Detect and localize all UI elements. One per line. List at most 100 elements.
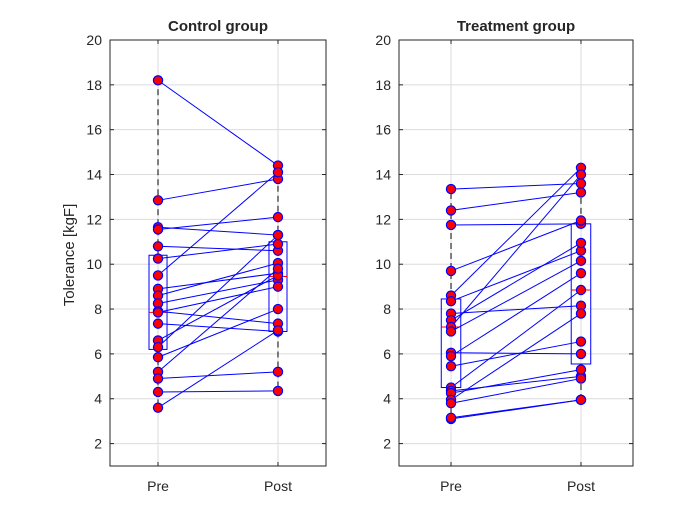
panel-2-ytick-label: 14 bbox=[375, 167, 391, 183]
panel-2-point-post bbox=[575, 284, 587, 296]
panel-1-point-pre bbox=[152, 270, 164, 281]
panel-2-ytick-label: 12 bbox=[375, 211, 391, 227]
panel-2-pair-line bbox=[450, 305, 582, 315]
panel-1-pair-line bbox=[157, 245, 279, 252]
panel-1-ytick-label: 2 bbox=[94, 436, 102, 452]
panel-2-pair-line bbox=[450, 167, 582, 296]
panel-2-point-post bbox=[575, 394, 587, 406]
panel-1-title: Control group bbox=[168, 18, 268, 35]
panel-2-pair-line bbox=[450, 220, 582, 272]
panel-1-pair-line bbox=[157, 308, 279, 358]
panel-2-pair-line bbox=[450, 375, 582, 392]
panel-2-ytick-label: 8 bbox=[383, 301, 391, 317]
panel-2-ytick-label: 6 bbox=[383, 346, 391, 362]
panel-1-pair-line bbox=[157, 79, 279, 166]
panel-1-point-post bbox=[272, 211, 284, 223]
panel-2-axes-frame bbox=[398, 39, 634, 467]
panel-2-point-post bbox=[575, 267, 587, 279]
panel-1-point-post bbox=[272, 366, 284, 378]
panel-1-ytick-label: 8 bbox=[94, 301, 102, 317]
panel-2-point-post bbox=[575, 178, 587, 189]
panel-1-pair-line bbox=[157, 262, 279, 297]
panel-2-title: Treatment group bbox=[457, 18, 575, 35]
panel-2-ytick-label: 16 bbox=[375, 122, 391, 138]
panel-2-point-pre bbox=[445, 205, 457, 216]
panel-2-point-pre bbox=[445, 219, 457, 231]
panel-1-ytick-label: 18 bbox=[86, 77, 102, 93]
panel-2-pair-line bbox=[450, 272, 582, 357]
panel-1-point-pre bbox=[152, 253, 164, 264]
panel-2-point-post bbox=[575, 348, 587, 360]
panel-2-plot-area bbox=[399, 40, 633, 466]
panel-2-point-pre bbox=[445, 326, 457, 337]
panel-2-point-post bbox=[575, 169, 587, 180]
panel-1-point-pre bbox=[152, 307, 164, 318]
panel-1-plot-area bbox=[110, 40, 326, 466]
panel-1-point-pre bbox=[152, 224, 164, 235]
panel-1-pair-line bbox=[157, 323, 279, 332]
panel-2-xtick-label: Pre bbox=[440, 478, 462, 494]
panel-2-point-post bbox=[575, 308, 587, 319]
panel-2-point-pre bbox=[445, 398, 457, 409]
panel-1-axes-frame bbox=[109, 39, 327, 467]
panel-1-ytick-label: 6 bbox=[94, 346, 102, 362]
panel-1-ytick-label: 16 bbox=[86, 122, 102, 138]
panel-1-pair-line bbox=[157, 329, 279, 409]
panel-1-point-post bbox=[272, 229, 284, 241]
panel-1-pair-line bbox=[157, 268, 279, 373]
panel-1-ytick-label: 20 bbox=[86, 32, 102, 48]
panel-2-pair-line bbox=[450, 313, 582, 401]
panel-1-pair-line bbox=[158, 390, 278, 393]
panel-1-point-post bbox=[272, 385, 284, 397]
panel-2-xtick-label: Post bbox=[567, 478, 595, 494]
panel-2-point-post bbox=[575, 336, 587, 347]
panel-1-point-post bbox=[272, 167, 284, 178]
panel-1-point-pre bbox=[152, 386, 164, 398]
panel-2-pair-line bbox=[450, 250, 582, 302]
panel-2-pair-line bbox=[450, 341, 582, 367]
panel-1-ytick-label: 14 bbox=[86, 167, 102, 183]
panel-2-pair-line bbox=[450, 378, 582, 404]
panel-2-point-pre bbox=[445, 350, 457, 362]
panel-1-point-post bbox=[272, 303, 284, 315]
panel-2-point-post bbox=[575, 373, 587, 384]
panel-1-point-pre bbox=[152, 195, 164, 206]
panel-1-pair-line bbox=[157, 234, 279, 348]
panel-2-pair-line bbox=[450, 182, 582, 190]
panel-1-pair-line bbox=[157, 171, 279, 276]
panel-2-ytick-label: 20 bbox=[375, 32, 391, 48]
panel-2-pair-line bbox=[451, 352, 581, 355]
panel-2-pair-line bbox=[450, 399, 582, 419]
panel-2-point-pre bbox=[445, 183, 457, 195]
panel-1-pair-line bbox=[157, 286, 279, 313]
panel-1-point-pre bbox=[152, 318, 164, 329]
panel-2-pair-line bbox=[450, 174, 582, 328]
panel-2-ytick-label: 4 bbox=[383, 391, 391, 407]
panel-1-pair-line bbox=[157, 371, 279, 380]
panel-1-ytick-label: 4 bbox=[94, 391, 102, 407]
panel-1-pair-line bbox=[157, 226, 279, 236]
panel-2-pair-line bbox=[450, 369, 582, 394]
panel-1-point-pre bbox=[152, 373, 164, 384]
panel-2-point-pre bbox=[445, 361, 457, 372]
y-axis-label: Tolerance [kgF] bbox=[61, 204, 78, 307]
panel-1-xtick-label: Post bbox=[264, 478, 292, 494]
panel-1-point-post bbox=[272, 281, 284, 292]
panel-1-point-pre bbox=[152, 341, 164, 353]
panel-2-pair-line bbox=[450, 260, 582, 332]
panel-1-xtick-label: Pre bbox=[147, 478, 169, 494]
panel-1-point-pre bbox=[152, 352, 164, 363]
panel-1-point-pre bbox=[152, 241, 164, 252]
panel-2-pair-line bbox=[450, 242, 582, 321]
panel-1-pair-line bbox=[157, 178, 279, 201]
panel-2-point-post bbox=[575, 255, 587, 267]
panel-2-ytick-label: 2 bbox=[383, 436, 391, 452]
panel-2-point-post bbox=[575, 237, 587, 249]
panel-2-point-pre bbox=[445, 265, 457, 277]
panel-1-point-post bbox=[272, 263, 284, 274]
panel-2-pair-line bbox=[451, 223, 581, 226]
panel-2-ytick-label: 18 bbox=[375, 77, 391, 93]
panel-1-pair-line bbox=[157, 310, 279, 325]
panel-2-point-post bbox=[575, 215, 587, 226]
